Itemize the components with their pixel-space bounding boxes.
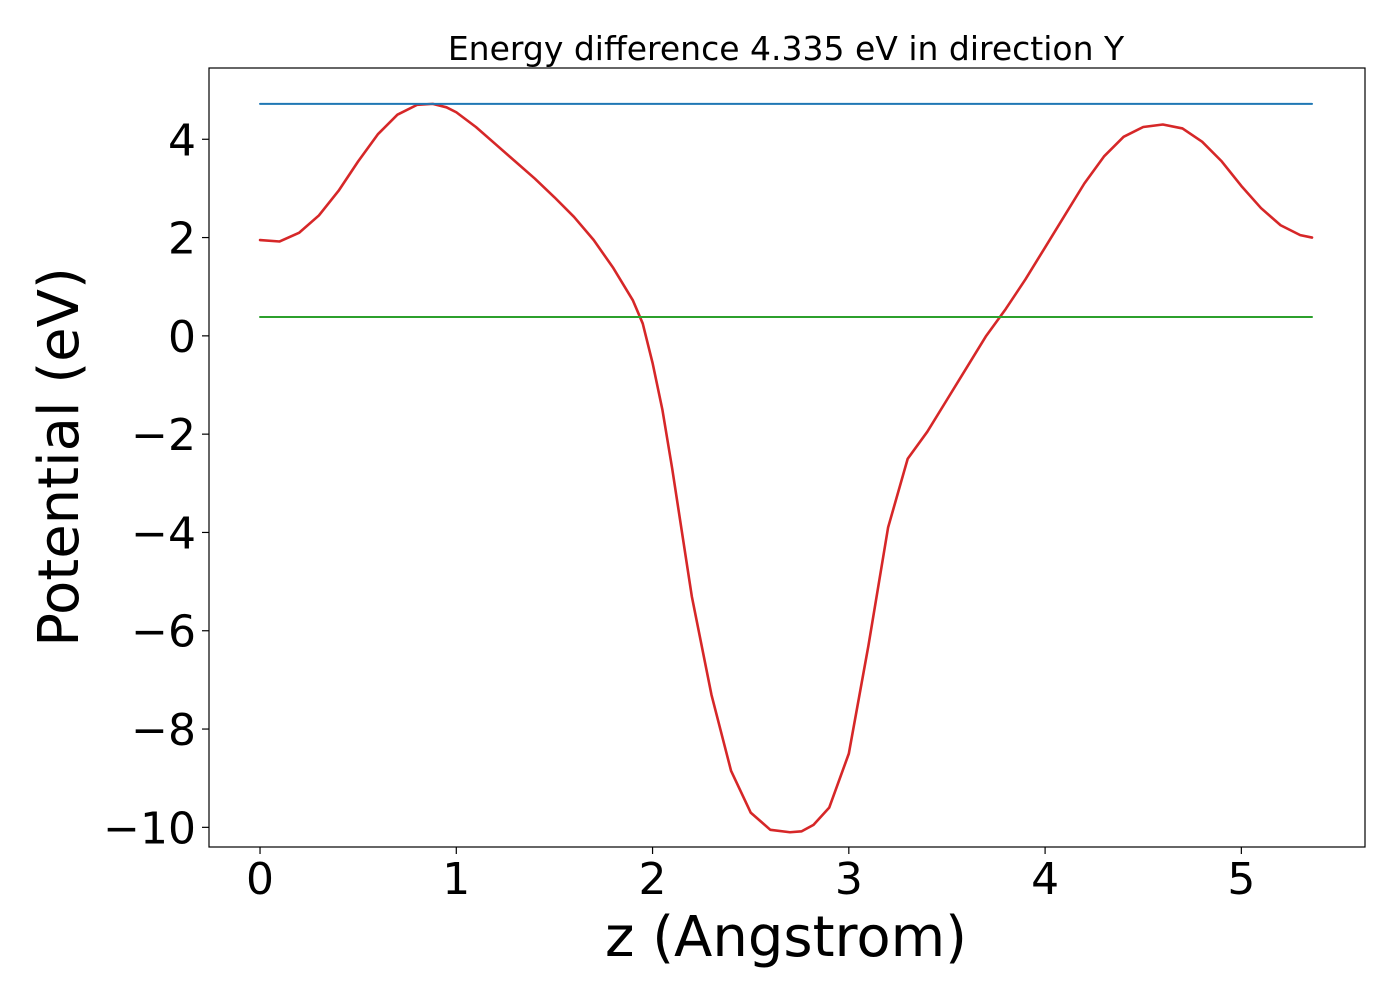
- x-tick-label: 1: [442, 854, 470, 905]
- y-tick-label: 4: [168, 115, 196, 166]
- y-axis: 4 2 0 −2 −4 −6 −8 −10: [103, 115, 209, 854]
- y-tick-label: −4: [131, 508, 196, 559]
- y-tick-label: 0: [168, 312, 196, 363]
- y-tick-label: −10: [103, 803, 196, 854]
- x-tick-label: 4: [1031, 854, 1059, 905]
- potential-curve: [258, 102, 1314, 834]
- x-tick-label: 0: [246, 854, 274, 905]
- y-tick-label: −2: [131, 410, 196, 461]
- y-tick-label: −8: [131, 705, 196, 756]
- plot-area: [258, 102, 1314, 834]
- y-tick-label: −6: [131, 607, 196, 658]
- x-tick-label: 5: [1227, 854, 1255, 905]
- x-tick-label: 2: [639, 854, 667, 905]
- y-tick-label: 2: [168, 214, 196, 265]
- y-axis-label: Potential (eV): [27, 267, 92, 647]
- x-axis: 0 1 2 3 4 5: [246, 847, 1255, 905]
- axes-frame: [208, 67, 1366, 848]
- x-axis-label: z (Angstrom): [605, 905, 967, 970]
- chart-title: Energy difference 4.335 eV in direction …: [448, 29, 1125, 68]
- x-tick-label: 3: [835, 854, 863, 905]
